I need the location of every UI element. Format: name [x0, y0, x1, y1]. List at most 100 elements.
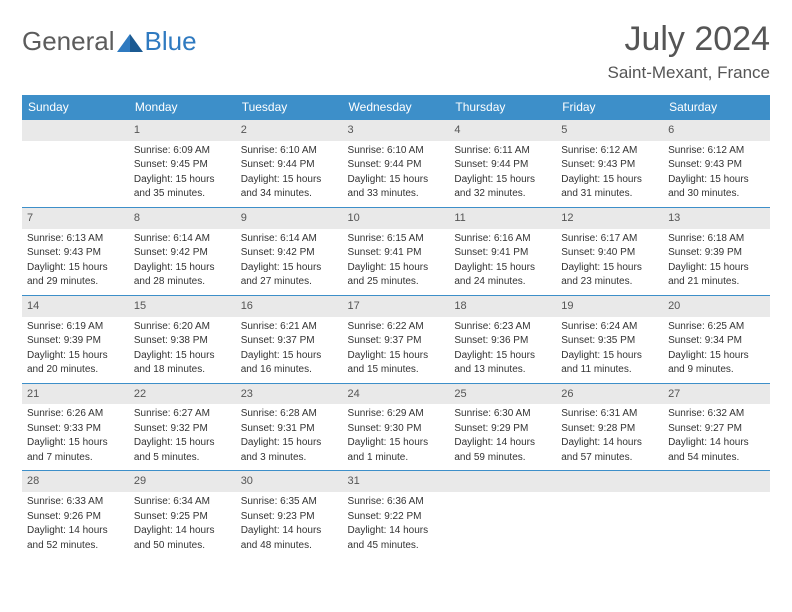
day-number: 5: [556, 120, 663, 141]
day-line-ss: Sunset: 9:39 PM: [27, 334, 124, 348]
day-line-dl1: Daylight: 15 hours: [454, 261, 551, 275]
day-line-dl2: and 32 minutes.: [454, 187, 551, 201]
day-line-dl1: Daylight: 14 hours: [668, 436, 765, 450]
calendar-week-row: 28Sunrise: 6:33 AMSunset: 9:26 PMDayligh…: [22, 471, 770, 558]
day-line-dl1: Daylight: 15 hours: [348, 261, 445, 275]
calendar-day-cell: [449, 471, 556, 558]
logo-text-blue: Blue: [145, 26, 197, 57]
day-number: 23: [236, 384, 343, 405]
day-number: 7: [22, 208, 129, 229]
day-line-dl2: and 13 minutes.: [454, 363, 551, 377]
day-number: 14: [22, 296, 129, 317]
day-line-ss: Sunset: 9:37 PM: [348, 334, 445, 348]
day-line-dl1: Daylight: 15 hours: [27, 261, 124, 275]
day-line-sr: Sunrise: 6:15 AM: [348, 232, 445, 246]
day-line-sr: Sunrise: 6:20 AM: [134, 320, 231, 334]
day-line-sr: Sunrise: 6:36 AM: [348, 495, 445, 509]
day-body: Sunrise: 6:18 AMSunset: 9:39 PMDaylight:…: [663, 229, 770, 295]
day-line-dl1: Daylight: 15 hours: [241, 173, 338, 187]
location-label: Saint-Mexant, France: [607, 63, 770, 83]
day-body: Sunrise: 6:24 AMSunset: 9:35 PMDaylight:…: [556, 317, 663, 383]
day-line-dl1: Daylight: 15 hours: [134, 349, 231, 363]
day-line-dl2: and 9 minutes.: [668, 363, 765, 377]
day-line-dl2: and 59 minutes.: [454, 451, 551, 465]
day-number: 18: [449, 296, 556, 317]
calendar-day-cell: 26Sunrise: 6:31 AMSunset: 9:28 PMDayligh…: [556, 383, 663, 471]
day-line-dl1: Daylight: 15 hours: [241, 261, 338, 275]
day-line-ss: Sunset: 9:28 PM: [561, 422, 658, 436]
day-body: Sunrise: 6:10 AMSunset: 9:44 PMDaylight:…: [343, 141, 450, 207]
day-number: 30: [236, 471, 343, 492]
calendar-day-cell: 3Sunrise: 6:10 AMSunset: 9:44 PMDaylight…: [343, 120, 450, 208]
day-body: Sunrise: 6:29 AMSunset: 9:30 PMDaylight:…: [343, 404, 450, 470]
day-line-dl1: Daylight: 14 hours: [27, 524, 124, 538]
calendar-day-cell: 20Sunrise: 6:25 AMSunset: 9:34 PMDayligh…: [663, 295, 770, 383]
day-body: Sunrise: 6:21 AMSunset: 9:37 PMDaylight:…: [236, 317, 343, 383]
day-number-empty: [22, 120, 129, 141]
day-number-empty: [663, 471, 770, 492]
day-line-dl1: Daylight: 15 hours: [241, 349, 338, 363]
day-line-sr: Sunrise: 6:22 AM: [348, 320, 445, 334]
day-line-dl1: Daylight: 14 hours: [454, 436, 551, 450]
day-line-dl2: and 11 minutes.: [561, 363, 658, 377]
day-number: 26: [556, 384, 663, 405]
day-line-dl2: and 7 minutes.: [27, 451, 124, 465]
day-body: Sunrise: 6:13 AMSunset: 9:43 PMDaylight:…: [22, 229, 129, 295]
day-line-dl2: and 34 minutes.: [241, 187, 338, 201]
day-body: Sunrise: 6:25 AMSunset: 9:34 PMDaylight:…: [663, 317, 770, 383]
calendar-day-cell: [663, 471, 770, 558]
day-line-ss: Sunset: 9:32 PM: [134, 422, 231, 436]
day-header: Tuesday: [236, 95, 343, 120]
calendar-day-cell: 25Sunrise: 6:30 AMSunset: 9:29 PMDayligh…: [449, 383, 556, 471]
month-title: July 2024: [607, 20, 770, 59]
day-line-dl2: and 23 minutes.: [561, 275, 658, 289]
day-number: 22: [129, 384, 236, 405]
day-line-sr: Sunrise: 6:30 AM: [454, 407, 551, 421]
day-line-dl2: and 21 minutes.: [668, 275, 765, 289]
day-line-dl2: and 27 minutes.: [241, 275, 338, 289]
day-body: Sunrise: 6:16 AMSunset: 9:41 PMDaylight:…: [449, 229, 556, 295]
day-line-sr: Sunrise: 6:14 AM: [241, 232, 338, 246]
day-line-dl1: Daylight: 14 hours: [348, 524, 445, 538]
day-number-empty: [556, 471, 663, 492]
calendar-day-cell: 29Sunrise: 6:34 AMSunset: 9:25 PMDayligh…: [129, 471, 236, 558]
logo: General Blue: [22, 20, 197, 57]
day-line-dl2: and 25 minutes.: [348, 275, 445, 289]
day-line-dl1: Daylight: 14 hours: [134, 524, 231, 538]
day-body: Sunrise: 6:11 AMSunset: 9:44 PMDaylight:…: [449, 141, 556, 207]
day-line-dl1: Daylight: 14 hours: [561, 436, 658, 450]
day-line-ss: Sunset: 9:26 PM: [27, 510, 124, 524]
calendar-day-cell: 4Sunrise: 6:11 AMSunset: 9:44 PMDaylight…: [449, 120, 556, 208]
day-body: Sunrise: 6:14 AMSunset: 9:42 PMDaylight:…: [129, 229, 236, 295]
day-line-ss: Sunset: 9:34 PM: [668, 334, 765, 348]
calendar-day-cell: 19Sunrise: 6:24 AMSunset: 9:35 PMDayligh…: [556, 295, 663, 383]
day-line-dl2: and 24 minutes.: [454, 275, 551, 289]
day-body: Sunrise: 6:36 AMSunset: 9:22 PMDaylight:…: [343, 492, 450, 558]
day-number: 24: [343, 384, 450, 405]
day-line-dl1: Daylight: 15 hours: [668, 261, 765, 275]
day-body: Sunrise: 6:26 AMSunset: 9:33 PMDaylight:…: [22, 404, 129, 470]
calendar-day-cell: 6Sunrise: 6:12 AMSunset: 9:43 PMDaylight…: [663, 120, 770, 208]
day-line-sr: Sunrise: 6:23 AM: [454, 320, 551, 334]
day-number: 2: [236, 120, 343, 141]
calendar-day-cell: 12Sunrise: 6:17 AMSunset: 9:40 PMDayligh…: [556, 207, 663, 295]
day-number: 10: [343, 208, 450, 229]
day-line-dl1: Daylight: 15 hours: [561, 261, 658, 275]
calendar-day-cell: 17Sunrise: 6:22 AMSunset: 9:37 PMDayligh…: [343, 295, 450, 383]
header: General Blue July 2024 Saint-Mexant, Fra…: [22, 20, 770, 83]
day-header: Wednesday: [343, 95, 450, 120]
day-line-ss: Sunset: 9:42 PM: [241, 246, 338, 260]
day-line-sr: Sunrise: 6:13 AM: [27, 232, 124, 246]
day-line-ss: Sunset: 9:31 PM: [241, 422, 338, 436]
calendar-day-cell: 15Sunrise: 6:20 AMSunset: 9:38 PMDayligh…: [129, 295, 236, 383]
day-line-sr: Sunrise: 6:10 AM: [348, 144, 445, 158]
day-line-dl1: Daylight: 15 hours: [348, 173, 445, 187]
day-number: 27: [663, 384, 770, 405]
day-header: Monday: [129, 95, 236, 120]
day-line-ss: Sunset: 9:41 PM: [454, 246, 551, 260]
day-body: Sunrise: 6:10 AMSunset: 9:44 PMDaylight:…: [236, 141, 343, 207]
day-line-sr: Sunrise: 6:27 AM: [134, 407, 231, 421]
day-body: Sunrise: 6:30 AMSunset: 9:29 PMDaylight:…: [449, 404, 556, 470]
calendar-day-cell: 10Sunrise: 6:15 AMSunset: 9:41 PMDayligh…: [343, 207, 450, 295]
day-line-ss: Sunset: 9:30 PM: [348, 422, 445, 436]
